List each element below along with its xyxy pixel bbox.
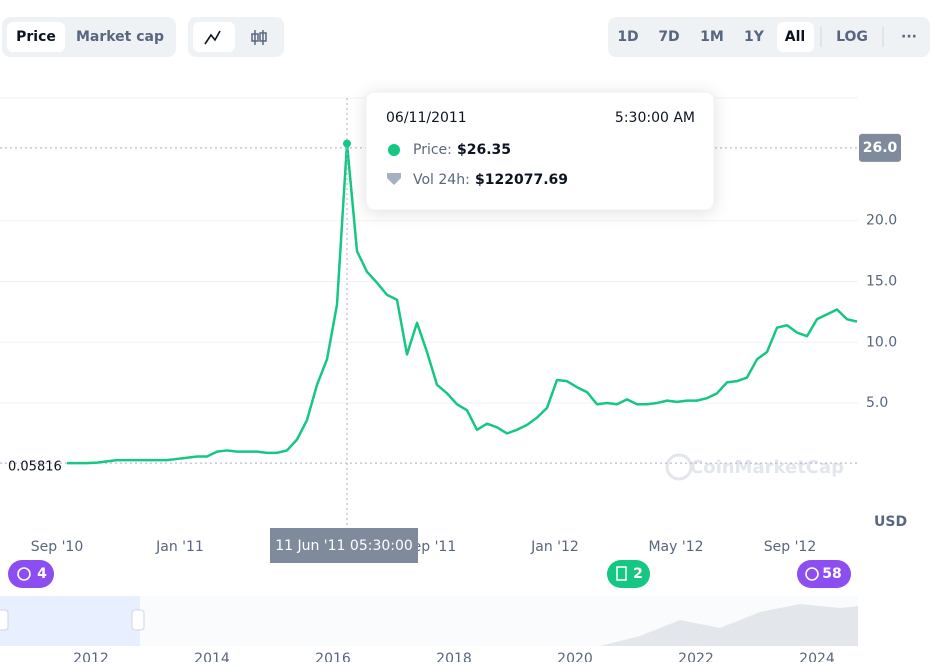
x-tick-label: Jan '12 [530,539,579,555]
event-count: 4 [37,566,47,582]
line-icon [204,30,221,45]
tab-active[interactable] [7,22,65,52]
tooltip-vol-label: Vol 24h: [413,172,470,188]
tooltip-box [365,91,715,211]
tooltip-vol: $122077.69 [475,172,568,188]
tab[interactable]: Market cap [76,29,164,45]
range[interactable]: 1M [700,29,724,45]
navigator-year: 2016 [315,651,351,662]
event-count: 2 [633,566,643,582]
event-icon [616,566,627,581]
range-active[interactable] [777,22,814,52]
event-badge[interactable] [8,560,54,588]
x-tick-label: May '12 [648,539,703,555]
range[interactable]: 1Y [744,29,765,45]
hover-y-badge [859,133,901,162]
navigator-year: 2024 [799,651,835,662]
tab[interactable]: Price [16,29,56,45]
watermark-logo [665,453,693,481]
event-icon [17,567,31,581]
y-tick-label: 20.0 [866,213,897,229]
price-line [67,142,858,465]
navigator-year: 2020 [557,651,593,662]
line-button[interactable] [193,22,235,52]
watermark: CoinMarketCap [690,457,844,478]
more-button[interactable]: ··· [901,29,917,45]
tooltip-price-label: Price: [413,142,452,158]
log-button[interactable]: LOG [836,29,868,45]
navigator-area [600,604,858,646]
navigator-handle[interactable] [131,609,145,631]
tooltip-vol-icon [387,173,401,185]
x-tick-label: Sep '10 [31,539,84,555]
events: 4 2 58 [8,560,851,588]
baseline-label: 0.05816 [8,460,62,475]
candle-icon[interactable] [251,30,267,45]
currency: USD [874,514,907,530]
event-count: 58 [822,566,841,582]
navigator: 2012 2014 2016 2018 2020 2022 2024 [0,596,858,666]
tooltip-price-dot [388,144,400,156]
tooltip-date: 06/11/2011 [386,110,467,126]
y-tick-label: 15.0 [866,274,897,290]
tooltip-time: 5:30:00 AM [615,110,695,126]
hover-point [343,139,351,148]
hover-y-label: 26.0 [863,140,898,156]
range[interactable]: 7D [658,29,679,45]
range[interactable]: 1D [617,29,638,45]
navigator-year: 2014 [194,651,230,662]
navigator-handle[interactable] [0,609,9,631]
tooltip-price: $26.35 [457,142,511,158]
y-tick-label: 5.0 [866,395,888,411]
event-badge[interactable] [797,560,851,588]
x-tick-label: Jan '11 [155,539,204,555]
navigator-year: 2022 [678,651,714,662]
tooltip: 06/11/2011 5:30:00 AM Price: $26.35 Vol … [365,91,715,211]
y-tick-label: 10.0 [866,334,897,350]
navigator-year: 2012 [73,651,109,662]
range-group [608,17,930,57]
hover-x-badge [270,528,418,563]
navigator-window[interactable] [0,596,140,646]
range[interactable]: All [785,29,805,45]
navigator-year: 2018 [436,651,472,662]
event-icon [805,567,819,581]
event-badge[interactable] [607,560,650,588]
toolbar: Price Market cap 1D 7D 1M 1Y All LOG ··· [2,17,930,57]
hover-x-label: 11 Jun '11 05:30:00 [275,538,413,554]
x-tick-label: Sep '12 [764,539,817,555]
